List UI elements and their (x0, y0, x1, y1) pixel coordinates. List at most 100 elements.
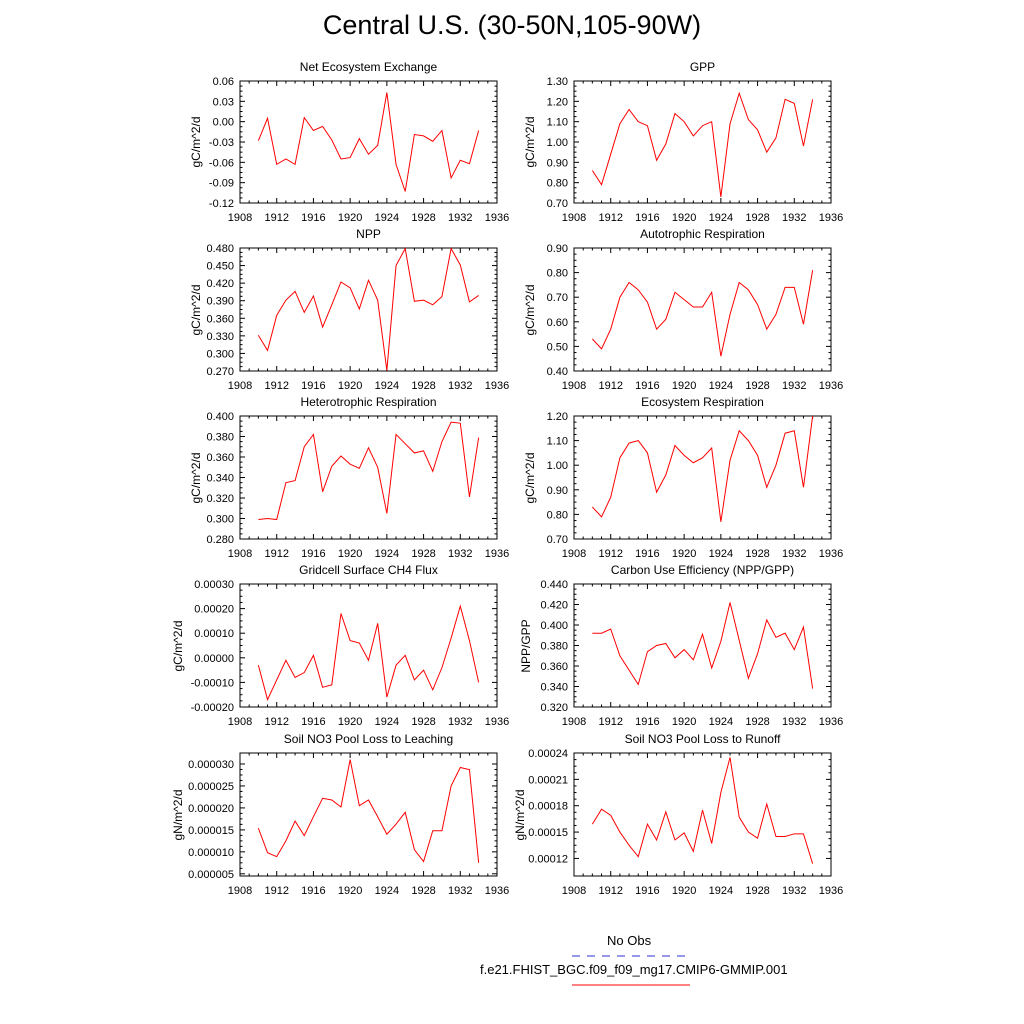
y-tick-label: 0.000025 (188, 781, 234, 793)
x-tick-label: 1936 (819, 548, 843, 560)
y-tick-label: 1.10 (547, 117, 568, 129)
y-tick-label: 0.320 (540, 702, 568, 714)
x-tick-label: 1920 (672, 212, 696, 224)
y-tick-label: 0.400 (540, 620, 568, 632)
x-tick-label: 1928 (411, 885, 435, 897)
y-tick-label: 0.280 (206, 534, 234, 546)
y-tick-label: 0.360 (206, 452, 234, 464)
y-tick-label: 0.000015 (188, 825, 234, 837)
x-tick-label: 1928 (745, 212, 769, 224)
y-tick-label: 0.360 (540, 661, 568, 673)
y-tick-label: 0.330 (206, 331, 234, 343)
x-tick-label: 1908 (228, 380, 252, 392)
y-tick-label: 0.80 (547, 509, 568, 521)
chart-title: Soil NO3 Pool Loss to Leaching (283, 732, 454, 746)
line-chart: 1908 1912 1916 1920 1924 1928 1932 1936 0.70 0.80… (547, 76, 844, 224)
y-tick-label: 0.270 (206, 366, 234, 378)
x-tick-label: 1932 (448, 380, 472, 392)
x-tick-label: 1916 (635, 716, 659, 728)
x-tick-label: 1928 (745, 885, 769, 897)
y-tick-label: 0.00024 (528, 748, 568, 760)
x-tick-label: 1912 (264, 885, 288, 897)
series-line (257, 759, 480, 863)
plot-frame (573, 247, 832, 372)
y-tick-label: -0.12 (209, 198, 234, 210)
y-tick-label: 0.70 (547, 198, 568, 210)
x-tick-label: 1924 (375, 716, 399, 728)
x-tick-label: 1924 (375, 548, 399, 560)
y-tick-label: 1.00 (547, 460, 568, 472)
chart-title: Ecosystem Respiration (641, 395, 764, 409)
x-tick-label: 1928 (411, 212, 435, 224)
x-tick-label: 1936 (485, 212, 509, 224)
chart-panel: Soil NO3 Pool Loss to Leaching gN/m^2/d 19… (171, 732, 509, 897)
y-tick-label: -0.00010 (191, 677, 234, 689)
y-tick-label: 0.00020 (194, 604, 234, 616)
y-tick-label: 0.360 (206, 313, 234, 325)
y-tick-label: 0.00 (213, 117, 234, 129)
chart-title: GPP (689, 60, 716, 74)
x-tick-label: 1924 (709, 212, 733, 224)
y-tick-label: 0.000010 (188, 847, 234, 859)
x-tick-label: 1932 (448, 716, 472, 728)
y-tick-label: 0.420 (540, 600, 568, 612)
y-axis-label: gN/m^2/d (513, 789, 527, 840)
series-line (258, 421, 480, 521)
line-chart: 1908 1912 1916 1920 1924 1928 1932 1936 0.320 0.3… (540, 579, 843, 728)
x-tick-label: 1912 (264, 716, 288, 728)
y-axis-label: gC/m^2/d (189, 452, 203, 503)
y-tick-label: 0.390 (206, 296, 234, 308)
chart-panel: Gridcell Surface CH4 Flux gC/m^2/d 1908 191… (171, 563, 509, 728)
x-tick-label: 1932 (782, 548, 806, 560)
x-tick-label: 1908 (562, 212, 586, 224)
chart-title: Net Ecosystem Exchange (299, 60, 438, 74)
x-tick-label: 1920 (672, 885, 696, 897)
y-tick-label: -0.06 (209, 157, 234, 169)
x-tick-label: 1916 (301, 885, 325, 897)
y-tick-label: 0.00030 (194, 579, 234, 591)
plot-frame (239, 80, 498, 204)
series-line (591, 415, 814, 522)
chart-title: Soil NO3 Pool Loss to Runoff (624, 732, 781, 746)
y-tick-label: 0.70 (547, 534, 568, 546)
x-tick-label: 1916 (635, 380, 659, 392)
x-tick-label: 1908 (228, 212, 252, 224)
x-tick-label: 1912 (264, 212, 288, 224)
x-tick-label: 1932 (782, 212, 806, 224)
y-tick-label: 0.380 (206, 432, 234, 444)
y-tick-label: 0.480 (206, 243, 234, 255)
y-tick-label: 0.90 (547, 157, 568, 169)
x-tick-label: 1932 (782, 885, 806, 897)
y-tick-label: -0.09 (209, 178, 234, 190)
y-tick-label: 1.20 (547, 96, 568, 108)
series-line (257, 247, 479, 371)
series-line (257, 604, 480, 702)
y-axis-label: gC/m^2/d (523, 116, 537, 168)
x-tick-label: 1920 (672, 380, 696, 392)
chart-panel: GPP gC/m^2/d 1908 1912 1916 1920 1924 1928 1932 1… (523, 60, 844, 224)
y-tick-label: 0.00010 (194, 628, 234, 640)
y-tick-label: 0.00012 (528, 853, 568, 865)
x-tick-label: 1928 (411, 380, 435, 392)
chart-panel: NPP gC/m^2/d 1908 1912 1916 1920 1924 1928 1932 1… (189, 227, 509, 392)
y-tick-label: 0.380 (540, 641, 568, 653)
x-tick-label: 1936 (819, 380, 843, 392)
x-tick-label: 1920 (338, 380, 362, 392)
y-axis-label: gC/m^2/d (523, 452, 537, 503)
y-tick-label: 0.00021 (528, 774, 568, 786)
line-chart: 1908 1912 1916 1920 1924 1928 1932 1936 0.280 0.3… (206, 411, 509, 560)
x-tick-label: 1916 (635, 212, 659, 224)
x-tick-label: 1936 (819, 212, 843, 224)
y-tick-label: 0.000005 (188, 869, 234, 881)
y-tick-label: 0.000030 (188, 759, 234, 771)
x-tick-label: 1924 (709, 548, 733, 560)
y-tick-label: 1.10 (547, 436, 568, 448)
x-tick-label: 1924 (709, 885, 733, 897)
x-tick-label: 1928 (745, 716, 769, 728)
y-tick-label: 1.20 (547, 411, 568, 423)
chart-title: Carbon Use Efficiency (NPP/GPP) (610, 563, 795, 577)
y-axis-label: gC/m^2/d (171, 620, 185, 671)
x-tick-label: 1912 (598, 212, 622, 224)
y-tick-label: 0.340 (540, 682, 568, 694)
